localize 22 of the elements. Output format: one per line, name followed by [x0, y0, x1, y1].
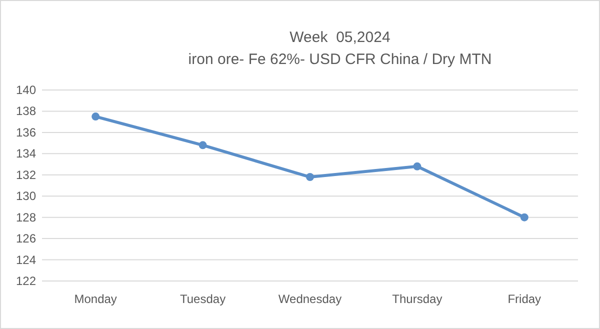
- y-tick-label: 138: [16, 104, 36, 118]
- chart-title: Week 05,2024: [290, 29, 390, 46]
- x-tick-label: Wednesday: [278, 292, 342, 306]
- y-tick-label: 130: [16, 189, 36, 204]
- point: [198, 141, 207, 150]
- x-tick-label: Friday: [508, 292, 542, 306]
- y-tick-label: 134: [16, 146, 36, 161]
- y-tick-label: 122: [16, 274, 36, 288]
- y-tick-label: 132: [16, 168, 36, 182]
- point: [413, 162, 422, 170]
- x-tick-label: Thursday: [392, 292, 442, 306]
- y-tick-label: 128: [16, 210, 36, 224]
- y-tick-label: 126: [16, 232, 36, 246]
- y-tick-label: 124: [16, 252, 36, 267]
- point: [306, 173, 314, 182]
- chart-subtitle: iron ore- Fe 62%- USD CFR China / Dry MTN: [188, 51, 492, 68]
- point: [520, 213, 528, 222]
- point: [92, 112, 100, 121]
- x-tick-label: Monday: [74, 292, 117, 306]
- y-tick-label: 140: [16, 83, 36, 97]
- x-tick-label: Tuesday: [180, 292, 226, 306]
- y-tick-label: 136: [16, 125, 36, 140]
